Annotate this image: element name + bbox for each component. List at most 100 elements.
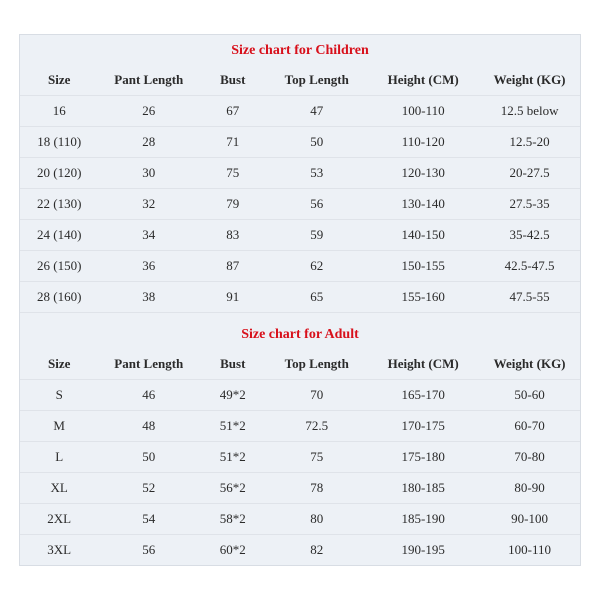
- adult-title: Size chart for Adult: [20, 319, 580, 349]
- table-cell: 185-190: [367, 504, 479, 535]
- column-header: Weight (KG): [479, 65, 580, 96]
- table-cell: 65: [266, 282, 367, 313]
- table-cell: 2XL: [20, 504, 98, 535]
- table-cell: 165-170: [367, 380, 479, 411]
- table-cell: 49*2: [199, 380, 266, 411]
- column-header: Pant Length: [98, 65, 199, 96]
- table-cell: 60-70: [479, 411, 580, 442]
- table-cell: 12.5-20: [479, 127, 580, 158]
- table-cell: 100-110: [367, 96, 479, 127]
- table-row: 28 (160)389165155-16047.5-55: [20, 282, 580, 313]
- column-header: Top Length: [266, 349, 367, 380]
- table-cell: 59: [266, 220, 367, 251]
- table-row: 2XL5458*280185-19090-100: [20, 504, 580, 535]
- table-row: XL5256*278180-18580-90: [20, 473, 580, 504]
- table-cell: 83: [199, 220, 266, 251]
- section-gap: [20, 312, 580, 319]
- table-cell: 75: [266, 442, 367, 473]
- column-header: Weight (KG): [479, 349, 580, 380]
- table-cell: 51*2: [199, 411, 266, 442]
- table-cell: 3XL: [20, 535, 98, 566]
- table-cell: 26 (150): [20, 251, 98, 282]
- children-tbody: 16266747100-11012.5 below18 (110)2871501…: [20, 96, 580, 313]
- table-cell: 155-160: [367, 282, 479, 313]
- table-row: 24 (140)348359140-15035-42.5: [20, 220, 580, 251]
- table-cell: 70: [266, 380, 367, 411]
- column-header: Height (CM): [367, 65, 479, 96]
- table-cell: 20 (120): [20, 158, 98, 189]
- table-cell: 80-90: [479, 473, 580, 504]
- table-cell: 70-80: [479, 442, 580, 473]
- table-row: 26 (150)368762150-15542.5-47.5: [20, 251, 580, 282]
- table-cell: 51*2: [199, 442, 266, 473]
- table-cell: 180-185: [367, 473, 479, 504]
- table-row: 18 (110)287150110-12012.5-20: [20, 127, 580, 158]
- table-cell: 190-195: [367, 535, 479, 566]
- table-cell: 56: [266, 189, 367, 220]
- table-cell: 50-60: [479, 380, 580, 411]
- table-row: S4649*270165-17050-60: [20, 380, 580, 411]
- adult-table: SizePant LengthBustTop LengthHeight (CM)…: [20, 349, 580, 565]
- table-cell: 56*2: [199, 473, 266, 504]
- table-row: 20 (120)307553120-13020-27.5: [20, 158, 580, 189]
- table-cell: XL: [20, 473, 98, 504]
- table-cell: 53: [266, 158, 367, 189]
- table-cell: 110-120: [367, 127, 479, 158]
- table-cell: 140-150: [367, 220, 479, 251]
- table-row: 3XL5660*282190-195100-110: [20, 535, 580, 566]
- adult-tbody: S4649*270165-17050-60M4851*272.5170-1756…: [20, 380, 580, 566]
- table-cell: 75: [199, 158, 266, 189]
- table-cell: 50: [266, 127, 367, 158]
- table-cell: M: [20, 411, 98, 442]
- table-cell: 12.5 below: [479, 96, 580, 127]
- table-cell: 22 (130): [20, 189, 98, 220]
- column-header: Size: [20, 65, 98, 96]
- column-header: Size: [20, 349, 98, 380]
- table-cell: 42.5-47.5: [479, 251, 580, 282]
- table-cell: L: [20, 442, 98, 473]
- table-cell: 27.5-35: [479, 189, 580, 220]
- table-cell: 170-175: [367, 411, 479, 442]
- table-cell: 87: [199, 251, 266, 282]
- table-cell: 48: [98, 411, 199, 442]
- children-header-row: SizePant LengthBustTop LengthHeight (CM)…: [20, 65, 580, 96]
- table-cell: 91: [199, 282, 266, 313]
- table-cell: 120-130: [367, 158, 479, 189]
- table-cell: 56: [98, 535, 199, 566]
- column-header: Pant Length: [98, 349, 199, 380]
- table-cell: 16: [20, 96, 98, 127]
- table-cell: 72.5: [266, 411, 367, 442]
- table-cell: 30: [98, 158, 199, 189]
- table-cell: 130-140: [367, 189, 479, 220]
- column-header: Top Length: [266, 65, 367, 96]
- table-cell: 62: [266, 251, 367, 282]
- children-table: SizePant LengthBustTop LengthHeight (CM)…: [20, 65, 580, 312]
- table-cell: 28: [98, 127, 199, 158]
- table-row: 22 (130)327956130-14027.5-35: [20, 189, 580, 220]
- children-title: Size chart for Children: [20, 35, 580, 65]
- table-cell: 67: [199, 96, 266, 127]
- table-row: 16266747100-11012.5 below: [20, 96, 580, 127]
- table-cell: 79: [199, 189, 266, 220]
- table-cell: 71: [199, 127, 266, 158]
- table-cell: 20-27.5: [479, 158, 580, 189]
- table-cell: 80: [266, 504, 367, 535]
- table-cell: 100-110: [479, 535, 580, 566]
- table-cell: 28 (160): [20, 282, 98, 313]
- table-cell: 78: [266, 473, 367, 504]
- table-cell: 32: [98, 189, 199, 220]
- column-header: Bust: [199, 349, 266, 380]
- table-cell: 26: [98, 96, 199, 127]
- table-cell: 150-155: [367, 251, 479, 282]
- column-header: Height (CM): [367, 349, 479, 380]
- table-cell: 52: [98, 473, 199, 504]
- adult-header-row: SizePant LengthBustTop LengthHeight (CM)…: [20, 349, 580, 380]
- table-cell: 82: [266, 535, 367, 566]
- table-row: L5051*275175-18070-80: [20, 442, 580, 473]
- table-cell: 18 (110): [20, 127, 98, 158]
- table-row: M4851*272.5170-17560-70: [20, 411, 580, 442]
- table-cell: 47.5-55: [479, 282, 580, 313]
- table-cell: S: [20, 380, 98, 411]
- size-chart: Size chart for Children SizePant LengthB…: [19, 34, 581, 566]
- table-cell: 54: [98, 504, 199, 535]
